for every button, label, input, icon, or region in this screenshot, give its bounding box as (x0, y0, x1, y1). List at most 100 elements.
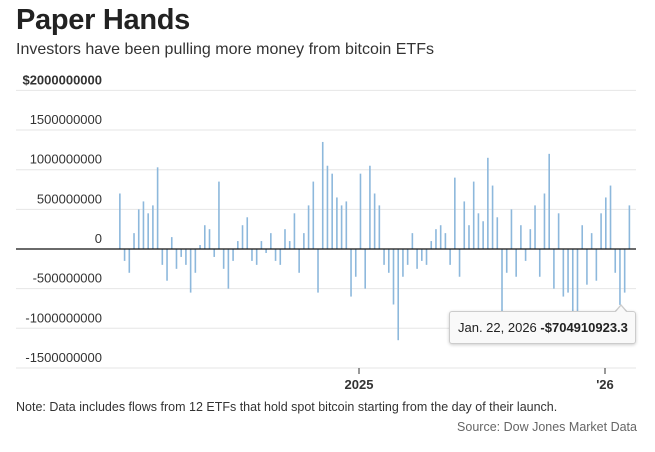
bar (123, 249, 126, 261)
bar (538, 249, 541, 277)
bar (576, 249, 579, 321)
bar (203, 225, 206, 249)
bar (293, 213, 296, 249)
bar (444, 233, 447, 249)
bar (548, 153, 550, 249)
bar (194, 249, 197, 273)
bar (487, 157, 489, 249)
bar (232, 249, 234, 261)
x-tick-label: 2025 (345, 377, 374, 392)
bar (496, 217, 499, 249)
bar (369, 165, 371, 249)
bar (246, 217, 249, 249)
bar (336, 197, 338, 249)
bar (477, 213, 480, 249)
bar-chart: $2000000000 1500000000 1000000000 500000000… (16, 72, 636, 392)
bar (468, 225, 470, 249)
x-tick-label: '26 (596, 377, 614, 392)
chart-subtitle: Investors have been pulling more money f… (16, 41, 434, 58)
bar (133, 233, 135, 249)
bar (350, 249, 352, 297)
bar (317, 249, 319, 293)
bar (581, 225, 584, 249)
chart-note: Note: Data includes flows from 12 ETFs t… (16, 400, 558, 414)
chart-title: Paper Hands (16, 4, 190, 36)
bar (387, 249, 390, 273)
tooltip: Jan. 22, 2026 -$704910923.3 (449, 311, 636, 344)
bar (463, 201, 466, 249)
bar (359, 173, 362, 249)
bar (227, 249, 230, 289)
bar (520, 225, 522, 249)
bar (354, 249, 357, 277)
bar (402, 249, 404, 277)
bar (416, 249, 418, 269)
bar (515, 249, 517, 277)
bar (430, 241, 433, 249)
bar (373, 193, 376, 249)
bar (501, 249, 503, 313)
bar (505, 249, 508, 273)
bar (147, 213, 149, 249)
bar (208, 229, 211, 249)
bar (524, 249, 527, 261)
bar (213, 249, 216, 257)
bar (609, 185, 612, 249)
bar (170, 237, 173, 249)
chart-source: Source: Dow Jones Market Data (457, 420, 637, 434)
bar (571, 249, 574, 317)
bar (340, 205, 343, 249)
bar (510, 209, 513, 249)
bar (265, 249, 267, 253)
bar (137, 209, 140, 249)
y-tick-label: 500000000 (37, 191, 102, 206)
bar (279, 249, 282, 265)
bar (142, 201, 145, 249)
bar (260, 241, 263, 249)
bar (255, 249, 258, 265)
bar (288, 241, 291, 249)
bar (562, 249, 565, 297)
bar (392, 249, 395, 305)
bar (595, 249, 598, 281)
bar (303, 233, 305, 249)
bar (586, 249, 588, 285)
y-tick-label: -1500000000 (25, 350, 102, 365)
bar (166, 249, 168, 281)
bar (156, 167, 159, 249)
tooltip-value: -$704910923.3 (540, 320, 628, 335)
y-tick-label: -500000000 (33, 271, 102, 286)
bar (411, 233, 414, 249)
bar (543, 193, 546, 249)
bar (274, 249, 277, 261)
bar (449, 249, 451, 265)
bar (241, 225, 244, 249)
bar (119, 193, 121, 249)
bar (421, 249, 423, 261)
bar (326, 165, 329, 249)
bar (331, 173, 333, 249)
bar (218, 181, 220, 249)
bar (529, 229, 532, 249)
y-tick-label: 1000000000 (30, 152, 102, 167)
bar (345, 201, 348, 249)
bar (180, 249, 182, 257)
bar (425, 249, 428, 265)
bar (284, 229, 286, 249)
bar (628, 205, 631, 249)
bar (298, 249, 300, 273)
bar (590, 233, 593, 249)
bar (397, 249, 400, 341)
bar (406, 249, 409, 265)
bar (458, 249, 461, 277)
bar (312, 181, 315, 249)
bar (553, 249, 555, 289)
tooltip-arrow-fill (615, 306, 627, 313)
bar (491, 185, 494, 249)
bar (439, 225, 442, 249)
bar (128, 249, 131, 273)
bar (534, 205, 536, 249)
bar (557, 213, 560, 249)
y-tick-label: -1000000000 (25, 310, 102, 325)
bar (189, 249, 192, 293)
